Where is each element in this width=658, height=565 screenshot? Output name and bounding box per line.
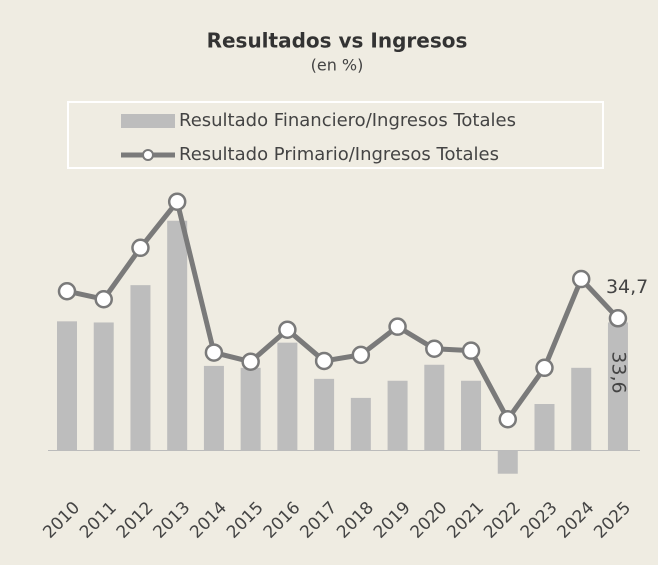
bar [167, 220, 188, 451]
line [66, 199, 620, 422]
bar [534, 404, 555, 451]
bar [277, 342, 298, 451]
bar [203, 365, 224, 451]
legend-box [67, 101, 604, 169]
line-marker [314, 351, 334, 371]
data-label: 33,6 [607, 351, 629, 393]
bar [240, 367, 261, 451]
data-label: 34,7 [606, 276, 648, 298]
legend-label: Resultado Primario/Ingresos Totales [179, 144, 499, 165]
chart-title: Resultados vs Ingresos [207, 29, 468, 53]
line-marker [571, 269, 591, 289]
bar [424, 364, 445, 451]
line-marker [608, 309, 628, 328]
line-marker [57, 281, 77, 301]
line-marker [425, 339, 444, 359]
chart-subtitle: (en %) [311, 56, 364, 75]
line-marker [461, 341, 481, 360]
bar [497, 450, 518, 474]
line-marker [351, 345, 371, 365]
line-marker [498, 409, 518, 429]
line-marker [204, 343, 224, 362]
line-marker [94, 289, 113, 309]
bar [314, 378, 335, 451]
line-marker [535, 358, 554, 378]
line-marker [241, 352, 260, 371]
legend-swatch [121, 114, 175, 128]
line-marker [278, 320, 297, 339]
line-marker [131, 238, 150, 258]
bar [93, 322, 114, 451]
bar [461, 380, 482, 451]
line-marker [388, 317, 407, 336]
bar [571, 367, 592, 451]
bar [387, 380, 408, 451]
bar [130, 285, 151, 451]
bar [57, 321, 77, 451]
bar [607, 322, 628, 451]
bar [350, 397, 371, 451]
line-marker [167, 192, 187, 211]
legend-marker [142, 149, 154, 161]
legend-label: Resultado Financiero/Ingresos Totales [179, 110, 516, 131]
